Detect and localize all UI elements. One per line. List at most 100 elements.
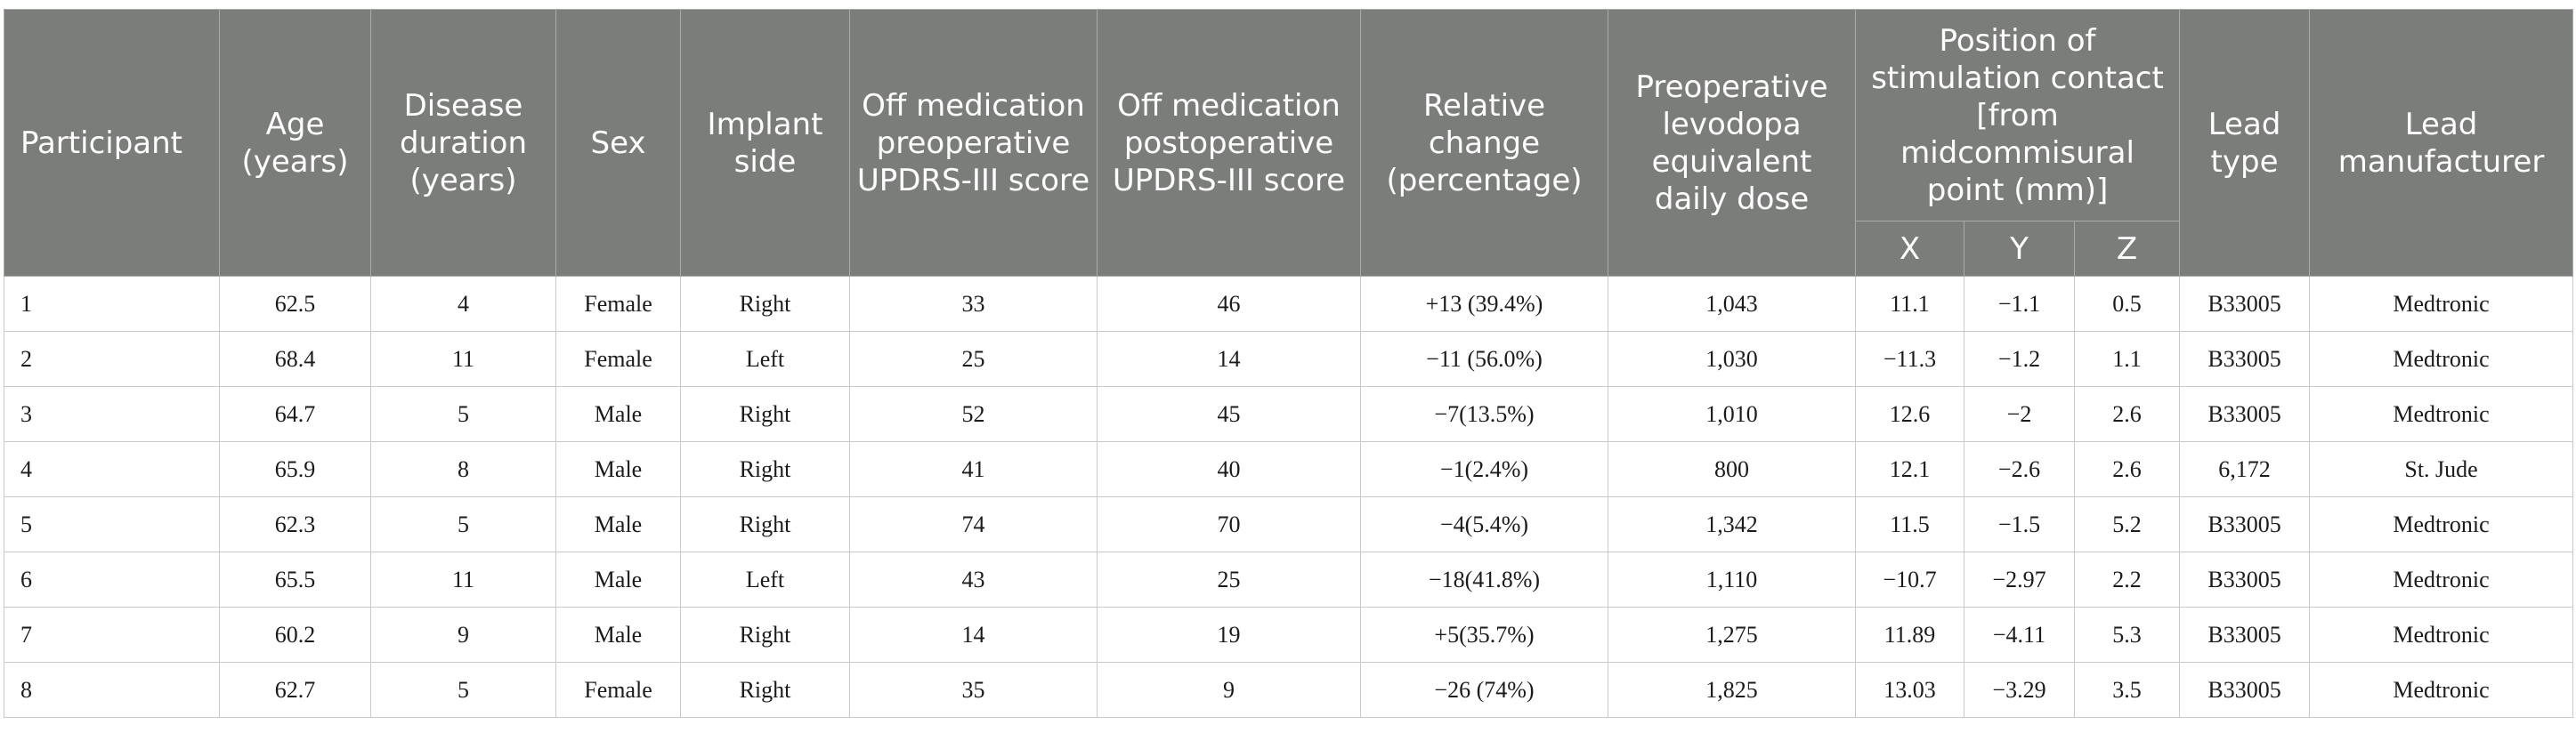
cell-levodopa-dose: 1,342 [1608, 496, 1856, 552]
table-row: 7 60.2 9 Male Right 14 19 +5(35.7%) 1,275 11.89 −4… [4, 607, 2574, 663]
cell-implant-side: Right [680, 607, 850, 663]
table-row: 5 62.3 5 Male Right 74 70 −4(5.4%) 1,342 11.5 −1.5… [4, 496, 2574, 552]
cell-relative-change: −11 (56.0%) [1360, 331, 1608, 387]
cell-postoperative-updrs: 25 [1097, 552, 1361, 608]
cell-age: 62.7 [219, 662, 371, 718]
header-sex: Sex [555, 9, 681, 277]
header-row: Participant Age (years) Disease duration… [4, 9, 2574, 277]
cell-postoperative-updrs: 70 [1097, 496, 1361, 552]
cell-postoperative-updrs: 14 [1097, 331, 1361, 387]
cell-y: −1.2 [1964, 331, 2075, 387]
cell-z: 5.2 [2073, 496, 2181, 552]
cell-lead-manufacturer: Medtronic [2309, 386, 2574, 442]
cell-relative-change: +5(35.7%) [1360, 607, 1608, 663]
cell-age: 62.3 [219, 496, 371, 552]
cell-x: −11.3 [1855, 331, 1964, 387]
cell-relative-change: −4(5.4%) [1360, 496, 1608, 552]
cell-x: 12.6 [1855, 386, 1964, 442]
cell-lead-type: B33005 [2179, 662, 2311, 718]
cell-x: 11.5 [1855, 496, 1964, 552]
cell-preoperative-updrs: 43 [849, 552, 1098, 608]
cell-implant-side: Right [680, 496, 850, 552]
cell-postoperative-updrs: 9 [1097, 662, 1361, 718]
cell-sex: Male [555, 552, 681, 608]
cell-implant-side: Left [680, 331, 850, 387]
header-y: Y [1964, 221, 2075, 277]
cell-lead-type: B33005 [2179, 331, 2311, 387]
table-container: Participant Age (years) Disease duration… [4, 9, 2574, 718]
cell-age: 64.7 [219, 386, 371, 442]
cell-postoperative-updrs: 45 [1097, 386, 1361, 442]
participant-table: Participant Age (years) Disease duration… [4, 9, 2574, 718]
cell-disease-duration: 11 [370, 331, 556, 387]
cell-preoperative-updrs: 14 [849, 607, 1098, 663]
cell-lead-type: B33005 [2179, 276, 2311, 332]
cell-lead-manufacturer: Medtronic [2309, 552, 2574, 608]
cell-postoperative-updrs: 19 [1097, 607, 1361, 663]
table-row: 6 65.5 11 Male Left 43 25 −18(41.8%) 1,110 −10.7−… [4, 552, 2574, 608]
cell-preoperative-updrs: 33 [849, 276, 1098, 332]
cell-z: 2.6 [2073, 441, 2181, 497]
cell-lead-type: B33005 [2179, 552, 2311, 608]
cell-x: 11.89 [1855, 607, 1964, 663]
cell-disease-duration: 5 [370, 386, 556, 442]
table-body: 1 62.5 4 Female Right 33 46 +13 (39.4%) 1,043 11.… [4, 276, 2574, 718]
cell-disease-duration: 4 [370, 276, 556, 332]
cell-lead-manufacturer: Medtronic [2309, 331, 2574, 387]
cell-z: 2.2 [2073, 552, 2181, 608]
cell-participant: 2 [4, 331, 220, 387]
cell-age: 65.9 [219, 441, 371, 497]
cell-levodopa-dose: 1,043 [1608, 276, 1856, 332]
cell-z: 1.1 [2073, 331, 2181, 387]
table-row: 1 62.5 4 Female Right 33 46 +13 (39.4%) 1,043 11.… [4, 276, 2574, 332]
cell-participant: 8 [4, 662, 220, 718]
header-implant-side: Implant side [680, 9, 850, 277]
cell-implant-side: Right [680, 276, 850, 332]
cell-age: 65.5 [219, 552, 371, 608]
cell-levodopa-dose: 1,030 [1608, 331, 1856, 387]
header-age: Age (years) [219, 9, 371, 277]
cell-participant: 1 [4, 276, 220, 332]
cell-age: 60.2 [219, 607, 371, 663]
header-z: Z [2073, 221, 2181, 277]
cell-age: 62.5 [219, 276, 371, 332]
cell-sex: Male [555, 607, 681, 663]
cell-levodopa-dose: 1,275 [1608, 607, 1856, 663]
cell-relative-change: −18(41.8%) [1360, 552, 1608, 608]
cell-sex: Female [555, 662, 681, 718]
cell-participant: 3 [4, 386, 220, 442]
cell-lead-manufacturer: Medtronic [2309, 662, 2574, 718]
cell-y: −1.1 [1964, 276, 2075, 332]
cell-relative-change: −26 (74%) [1360, 662, 1608, 718]
header-participant: Participant [4, 9, 220, 277]
cell-preoperative-updrs: 41 [849, 441, 1098, 497]
table-row: 2 68.4 11 Female Left 25 14 −11 (56.0%) 1,030 −11… [4, 331, 2574, 387]
cell-lead-type: 6,172 [2179, 441, 2311, 497]
cell-relative-change: +13 (39.4%) [1360, 276, 1608, 332]
table-row: 8 62.7 5 Female Right 35 9 −26 (74%) 1,825 13.03−… [4, 662, 2574, 718]
cell-x: 12.1 [1855, 441, 1964, 497]
cell-participant: 6 [4, 552, 220, 608]
subheader-row: X Y Z [4, 221, 2573, 277]
cell-x: 13.03 [1855, 662, 1964, 718]
cell-disease-duration: 9 [370, 607, 556, 663]
header-postoperative-updrs: Off medication postoperative UPDRS-III s… [1097, 9, 1361, 277]
cell-z: 3.5 [2073, 662, 2181, 718]
cell-participant: 4 [4, 441, 220, 497]
cell-participant: 5 [4, 496, 220, 552]
cell-lead-manufacturer: Medtronic [2309, 496, 2574, 552]
cell-preoperative-updrs: 52 [849, 386, 1098, 442]
cell-disease-duration: 11 [370, 552, 556, 608]
header-disease-duration: Disease duration (years) [370, 9, 556, 277]
cell-age: 68.4 [219, 331, 371, 387]
cell-implant-side: Left [680, 552, 850, 608]
cell-levodopa-dose: 1,110 [1608, 552, 1856, 608]
cell-preoperative-updrs: 74 [849, 496, 1098, 552]
cell-levodopa-dose: 1,825 [1608, 662, 1856, 718]
cell-sex: Male [555, 386, 681, 442]
header-lead-manufacturer: Lead manufacturer [2309, 9, 2574, 277]
cell-sex: Female [555, 276, 681, 332]
header-levodopa-dose: Preoperative levodopa equivalent daily d… [1608, 9, 1856, 277]
table-row: 4 65.9 8 Male Right 41 40 −1(2.4%) 800 12.1 −2.6 2.… [4, 441, 2574, 497]
cell-implant-side: Right [680, 441, 850, 497]
